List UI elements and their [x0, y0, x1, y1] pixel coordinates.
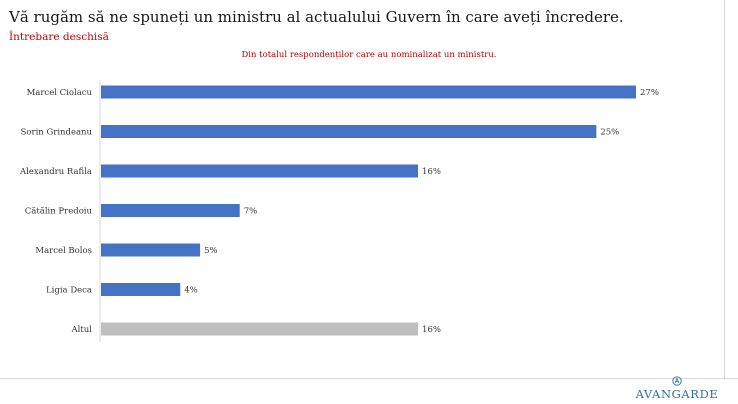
value-label-0: 27% [640, 88, 659, 98]
value-label-6: 16% [422, 325, 441, 335]
category-label-5: Ligia Deca [46, 286, 92, 296]
bar-2 [101, 164, 419, 178]
value-label-2: 16% [422, 167, 441, 177]
page-title: Vă rugăm să ne spuneți un ministru al ac… [9, 8, 624, 26]
category-label-3: Cătălin Predoiu [25, 206, 93, 217]
bar-3 [101, 204, 240, 217]
value-label-1: 25% [600, 128, 619, 138]
avangarde-logo: AVANGARDE [630, 376, 724, 404]
chart-note: Din totalul respondenților care au nomin… [241, 50, 497, 60]
bar-0 [101, 85, 636, 99]
category-label-1: Sorin Grindeanu [21, 128, 93, 138]
question-type-label: Întrebare deschisă [9, 31, 109, 43]
logo-text: AVANGARDE [635, 387, 719, 401]
bottom-divider [0, 378, 738, 379]
value-label-5: 4% [184, 286, 198, 296]
category-label-4: Marcel Boloș [35, 246, 92, 256]
bar-6 [101, 322, 419, 336]
category-label-0: Marcel Ciolacu [27, 88, 93, 98]
value-label-4: 5% [204, 246, 218, 256]
category-label-2: Alexandru Rafila [19, 167, 92, 177]
bar-4 [101, 243, 201, 257]
bar-1 [101, 125, 597, 138]
bar-5 [101, 283, 181, 296]
logo-emblem-icon [672, 376, 682, 386]
category-label-6: Altul [71, 325, 93, 335]
right-divider [724, 0, 725, 380]
value-label-3: 7% [244, 207, 258, 217]
